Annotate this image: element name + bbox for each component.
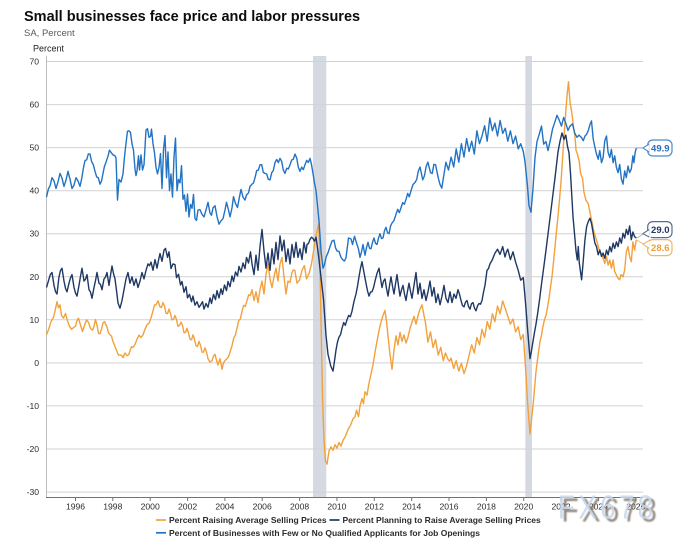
svg-text:0: 0 [34, 358, 39, 368]
svg-text:2026: 2026 [626, 502, 645, 512]
svg-text:70: 70 [29, 57, 39, 67]
svg-text:2004: 2004 [215, 502, 234, 512]
svg-text:Percent Planning to Raise Aver: Percent Planning to Raise Average Sellin… [343, 515, 542, 525]
svg-text:FX678: FX678 [558, 488, 656, 526]
svg-text:2000: 2000 [141, 502, 160, 512]
svg-text:-20: -20 [27, 444, 40, 454]
svg-text:2020: 2020 [514, 502, 533, 512]
svg-text:Percent: Percent [33, 44, 65, 54]
svg-text:2024: 2024 [589, 502, 608, 512]
svg-text:Small businesses face price an: Small businesses face price and labor pr… [24, 9, 360, 25]
svg-text:28.6: 28.6 [651, 243, 670, 254]
svg-text:2014: 2014 [402, 502, 421, 512]
svg-text:10: 10 [29, 315, 39, 325]
svg-text:2008: 2008 [290, 502, 309, 512]
svg-text:1998: 1998 [103, 502, 122, 512]
svg-text:-10: -10 [27, 401, 40, 411]
svg-text:50: 50 [29, 143, 39, 153]
svg-text:2018: 2018 [477, 502, 496, 512]
svg-text:30: 30 [29, 229, 39, 239]
svg-text:29.0: 29.0 [651, 225, 670, 236]
svg-text:Percent Raising Average Sellin: Percent Raising Average Selling Prices [169, 515, 327, 525]
svg-text:2010: 2010 [327, 502, 346, 512]
svg-text:2016: 2016 [439, 502, 458, 512]
svg-text:Percent of Businesses with Few: Percent of Businesses with Few or No Qua… [169, 528, 480, 538]
svg-text:20: 20 [29, 272, 39, 282]
svg-text:2006: 2006 [253, 502, 272, 512]
svg-text:SA, Percent: SA, Percent [24, 28, 75, 39]
svg-text:FX678: FX678 [562, 491, 660, 529]
svg-text:1996: 1996 [66, 502, 85, 512]
svg-text:2002: 2002 [178, 502, 197, 512]
svg-text:40: 40 [29, 186, 39, 196]
svg-text:-30: -30 [27, 487, 40, 497]
svg-text:60: 60 [29, 100, 39, 110]
svg-text:2022: 2022 [551, 502, 570, 512]
svg-text:49.9: 49.9 [651, 144, 670, 155]
svg-text:2012: 2012 [365, 502, 384, 512]
